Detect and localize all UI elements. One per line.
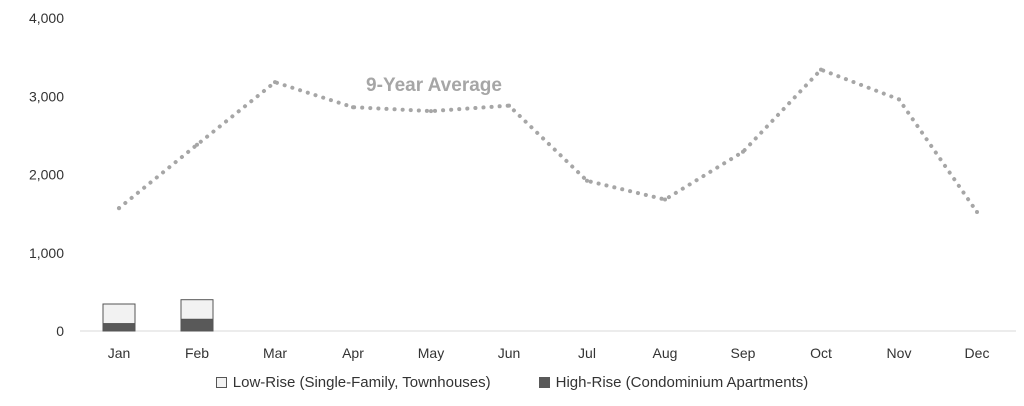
x-tick-label: Mar (263, 345, 287, 361)
average-point (351, 105, 355, 110)
legend-label-low-rise: Low-Rise (Single-Family, Townhouses) (232, 374, 491, 391)
legend-item-high-rise: High-Rise (Condominium Apartments) (538, 374, 809, 391)
average-point (273, 80, 277, 85)
y-tick-label: 1,000 (29, 245, 64, 261)
x-tick-label: Jun (498, 345, 521, 361)
annotation-label: 9-Year Average (366, 75, 502, 96)
bars (102, 299, 214, 332)
chart: 0 1,000 2,000 3,000 4,000 Jan Feb Mar Apr May Jun… (29, 10, 1016, 361)
legend-label-high-rise: High-Rise (Condominium Apartments) (555, 374, 809, 391)
legend: Low-Rise (Single-Family, Townhouses) Hig… (0, 374, 1024, 391)
legend-swatch-high-rise (538, 377, 550, 388)
y-tick-label: 2,000 (29, 167, 64, 183)
average-line (117, 67, 979, 215)
x-tick-label: Jul (578, 345, 596, 361)
y-tick-label: 3,000 (29, 88, 64, 104)
bar-segment (102, 323, 136, 332)
average-point (585, 178, 589, 183)
average-point (663, 197, 667, 202)
average-point (507, 103, 511, 108)
x-tick-label: Sep (731, 345, 756, 361)
bar-segment (180, 318, 214, 332)
x-axis-ticks: Jan Feb Mar Apr May Jun Jul Aug Sep Oct Nov Dec (108, 345, 990, 361)
average-point (897, 97, 901, 102)
y-tick-label: 4,000 (29, 10, 64, 26)
legend-swatch-low-rise (215, 377, 227, 388)
x-tick-label: Apr (342, 345, 364, 361)
y-axis-ticks: 0 1,000 2,000 3,000 4,000 (29, 10, 64, 339)
average-point (741, 149, 745, 154)
average-point (819, 67, 823, 72)
x-tick-label: May (418, 345, 444, 361)
x-tick-label: Dec (965, 345, 990, 361)
average-point (117, 206, 121, 211)
legend-item-low-rise: Low-Rise (Single-Family, Townhouses) (215, 374, 491, 391)
x-tick-label: Nov (887, 345, 912, 361)
x-tick-label: Feb (185, 345, 209, 361)
x-tick-label: Jan (108, 345, 131, 361)
x-tick-label: Oct (810, 345, 832, 361)
average-point (975, 210, 979, 215)
bar-segment (102, 303, 136, 325)
average-point (429, 109, 433, 114)
line-series (117, 67, 979, 215)
x-tick-label: Aug (653, 345, 678, 361)
average-point (195, 142, 199, 147)
bar-segment (180, 299, 214, 320)
y-tick-label: 0 (56, 323, 64, 339)
